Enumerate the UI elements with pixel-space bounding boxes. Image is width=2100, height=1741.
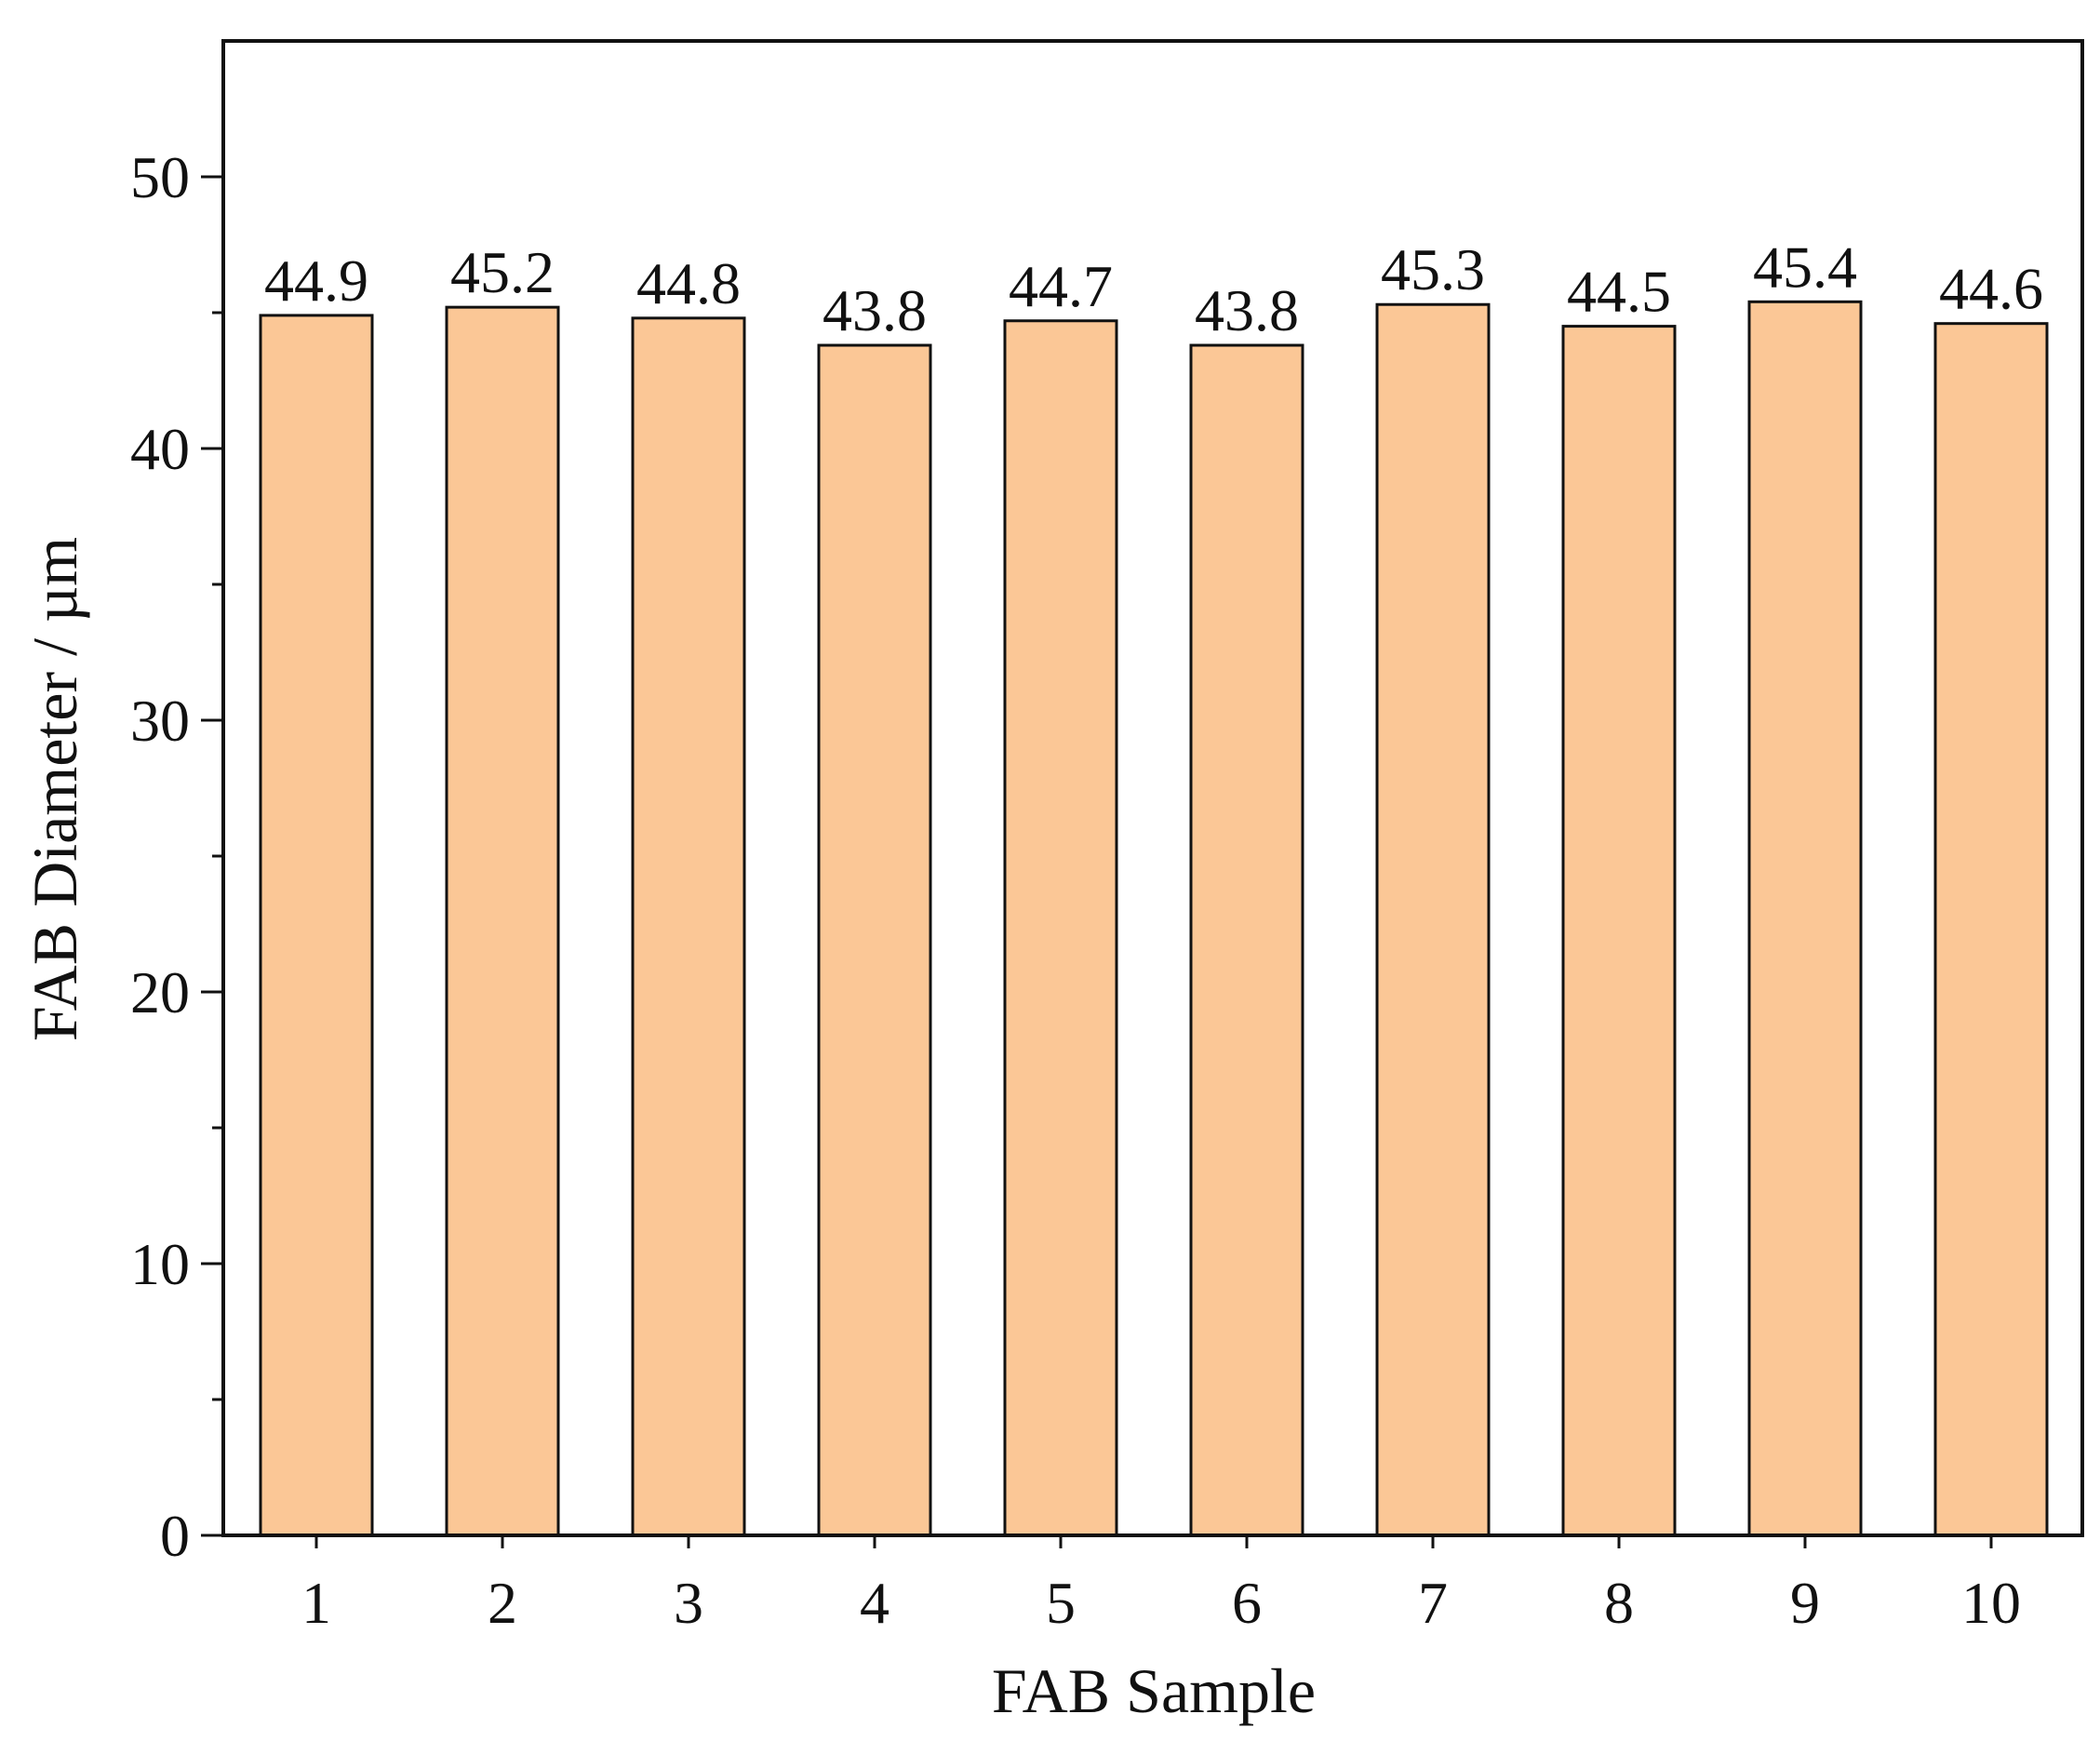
y-axis-title: FAB Diameter / µm [20,537,90,1041]
bar-7 [1375,302,1491,1537]
x-tick-label-5: 5 [1046,1570,1076,1636]
bar-8 [1561,325,1677,1537]
bar-5 [1003,319,1118,1537]
data-label-10: 44.6 [1939,256,2043,322]
y-tick-label-30: 30 [130,688,190,754]
data-label-2: 45.2 [450,239,555,305]
data-label-8: 44.5 [1567,259,1671,325]
x-tick-label-3: 3 [674,1570,703,1636]
bars-layer [259,300,2049,1537]
data-labels-layer: 44.9 45.2 44.8 43.8 44.7 43.8 45.3 44.5 45.4 44.6 [264,234,2043,343]
y-tick-label-50: 50 [130,144,190,210]
x-tick-label-9: 9 [1790,1570,1820,1636]
x-tick-label-1: 1 [301,1570,331,1636]
data-label-9: 45.4 [1753,234,1857,300]
bar-3 [631,316,746,1537]
bar-6 [1189,343,1304,1537]
plot-frame [221,39,2084,1537]
bar-10 [1933,322,2049,1537]
bar-4 [817,343,932,1537]
data-label-7: 45.3 [1381,236,1485,302]
x-tick-label-8: 8 [1604,1570,1634,1636]
y-tick-label-0: 0 [160,1503,190,1569]
data-label-3: 44.8 [636,250,741,316]
data-label-4: 43.8 [823,277,927,343]
x-axis-title: FAB Sample [992,1655,1316,1726]
bar-2 [445,305,560,1537]
y-tick-label-20: 20 [130,959,190,1025]
x-tick-label-7: 7 [1418,1570,1448,1636]
data-label-1: 44.9 [264,248,368,314]
x-tick-label-6: 6 [1232,1570,1262,1636]
y-tick-label-10: 10 [130,1231,190,1297]
bar-1 [259,314,374,1537]
x-tick-label-4: 4 [860,1570,889,1636]
data-label-6: 43.8 [1195,277,1299,343]
y-tick-label-40: 40 [130,416,190,482]
bar-9 [1747,300,1863,1537]
axes-layer: 1 2 3 4 5 6 7 8 9 10 0 10 20 30 40 50 [130,39,2084,1636]
x-tick-label-10: 10 [1961,1570,2021,1636]
data-label-5: 44.7 [1009,253,1113,319]
x-tick-label-2: 2 [488,1570,517,1636]
